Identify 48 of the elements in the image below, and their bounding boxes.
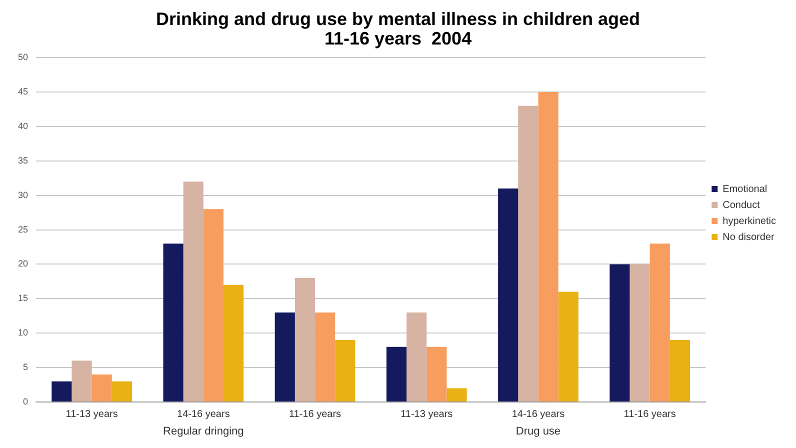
x-tick-label: 11-16 years <box>624 408 676 420</box>
bar <box>335 340 356 402</box>
y-tick-label: 35 <box>18 155 28 166</box>
chart-title: Drinking and drug use by mental illness in children aged 11-16 years 2004 <box>156 8 640 49</box>
bar <box>558 292 578 402</box>
bar <box>386 346 407 402</box>
y-tick-label: 5 <box>22 362 28 372</box>
bar <box>426 346 447 402</box>
legend-label: Emotional <box>722 184 768 195</box>
bar <box>163 244 184 402</box>
y-tick-label: 25 <box>18 224 28 234</box>
bar <box>538 92 558 402</box>
bar <box>183 182 204 402</box>
bar <box>650 244 670 402</box>
legend-label: Conduct <box>722 200 760 211</box>
bar <box>112 381 132 402</box>
y-tick-label: 0 <box>22 396 28 406</box>
x-tick-label: 14-16 years <box>177 408 230 420</box>
y-tick-label: 20 <box>18 258 28 269</box>
y-tick-label: 15 <box>18 293 28 304</box>
bar <box>610 264 630 402</box>
bar <box>670 340 690 402</box>
bar <box>406 312 427 402</box>
y-tick-label: 30 <box>18 190 28 200</box>
bar <box>274 312 295 402</box>
bar <box>92 374 112 402</box>
bar <box>518 106 538 402</box>
bar <box>630 264 650 402</box>
bar <box>315 312 336 402</box>
bar <box>294 278 316 402</box>
x-tick-label: 14-16 years <box>512 408 565 420</box>
y-tick-label: 50 <box>18 52 28 62</box>
y-tick-label: 40 <box>18 120 28 131</box>
text: Drug use <box>516 426 561 438</box>
bar <box>224 284 244 402</box>
x-tick-label: 11-13 years <box>400 408 453 420</box>
x-tick-label: 11-16 years <box>288 408 342 420</box>
text: Regular dringing <box>163 426 244 438</box>
legend-label: No disorder <box>722 232 775 243</box>
y-tick-label: 45 <box>18 86 28 97</box>
bar <box>446 388 467 402</box>
legend-label: hyperkinetic <box>722 216 776 227</box>
x-tick-label: 11-13 years <box>66 408 118 420</box>
y-tick-label: 10 <box>18 328 28 338</box>
bar <box>498 188 518 402</box>
bar <box>52 381 72 402</box>
bar <box>72 360 92 402</box>
bar <box>203 209 224 402</box>
